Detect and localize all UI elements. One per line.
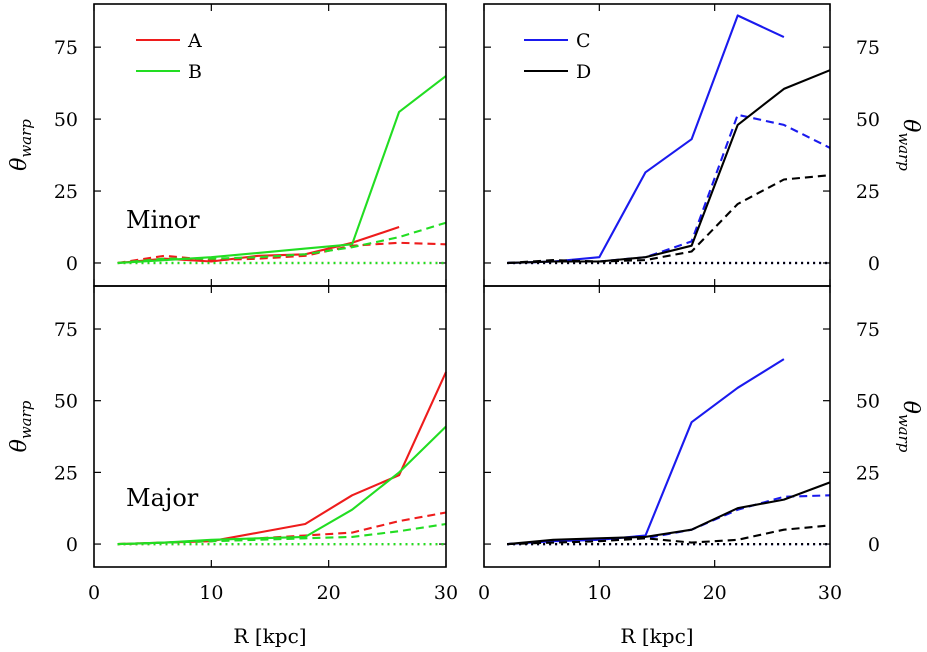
series-line-aux-dashed-dashed (507, 524, 831, 546)
x-tick-label: 0 (478, 582, 490, 604)
panel-annotation: Major (126, 484, 199, 512)
y-axis-label: θwarp (895, 401, 923, 453)
y-tick-label: 0 (868, 253, 880, 275)
x-tick-label: 0 (88, 582, 100, 604)
plot-frame (483, 3, 831, 287)
x-axis-label: R [kpc] (620, 624, 693, 648)
panel-bottom-right: 0 10 20 30 0 25 50 75 θwarp R [kpc] (478, 285, 923, 648)
y-tick-label: 25 (856, 181, 880, 203)
series-line-B-solid (117, 75, 447, 265)
legend-label: A (187, 30, 202, 52)
y-axis-label: θwarp (7, 400, 35, 452)
series-line-aux-dashed-dashed (117, 221, 447, 265)
x-tick-label: 10 (199, 582, 223, 604)
y-tick-label: 0 (868, 534, 880, 556)
series-line-D-solid (507, 481, 831, 546)
y-tick-label: 25 (54, 181, 78, 203)
x-tick-label: 10 (587, 582, 611, 604)
y-tick-label: 50 (54, 391, 78, 413)
legend-label: C (576, 30, 591, 52)
x-tick-label: 30 (434, 582, 458, 604)
x-axis-label: R [kpc] (233, 624, 306, 648)
y-tick-label: 0 (66, 534, 78, 556)
plot-frame (483, 285, 831, 568)
y-tick-label: 75 (856, 37, 880, 59)
series-line-aux-dashed-dashed (507, 494, 831, 546)
series-line-A-solid (117, 371, 447, 546)
plot-frame (93, 285, 447, 568)
series-line-D-solid (507, 69, 831, 265)
series-line-aux-dashed-dashed (507, 113, 831, 265)
y-tick-label: 75 (54, 319, 78, 341)
y-tick-label: 75 (856, 319, 880, 341)
panel-annotation: Minor (126, 206, 200, 234)
legend-label: D (576, 61, 591, 83)
y-tick-label: 50 (856, 109, 880, 131)
y-axis-label: θwarp (7, 119, 35, 171)
series-line-aux-dashed-dashed (507, 174, 831, 265)
series-line-aux-dashed-dashed (117, 522, 447, 546)
series-line-C-solid (507, 14, 785, 265)
x-tick-label: 20 (703, 582, 727, 604)
y-tick-label: 25 (856, 462, 880, 484)
x-tick-label: 20 (317, 582, 341, 604)
y-tick-label: 0 (66, 253, 78, 275)
y-axis-label: θwarp (895, 119, 923, 171)
series-line-C-solid (507, 358, 785, 546)
series-line-aux-dashed-dashed (117, 241, 447, 265)
panel-bottom-left: 0 10 20 30 0 25 50 75 Major θwarp R [kpc] (7, 285, 458, 648)
y-tick-label: 50 (856, 391, 880, 413)
legend-label: B (188, 61, 202, 83)
y-tick-label: 25 (54, 462, 78, 484)
x-tick-label: 30 (818, 582, 842, 604)
y-tick-label: 50 (54, 109, 78, 131)
y-tick-label: 75 (54, 37, 78, 59)
